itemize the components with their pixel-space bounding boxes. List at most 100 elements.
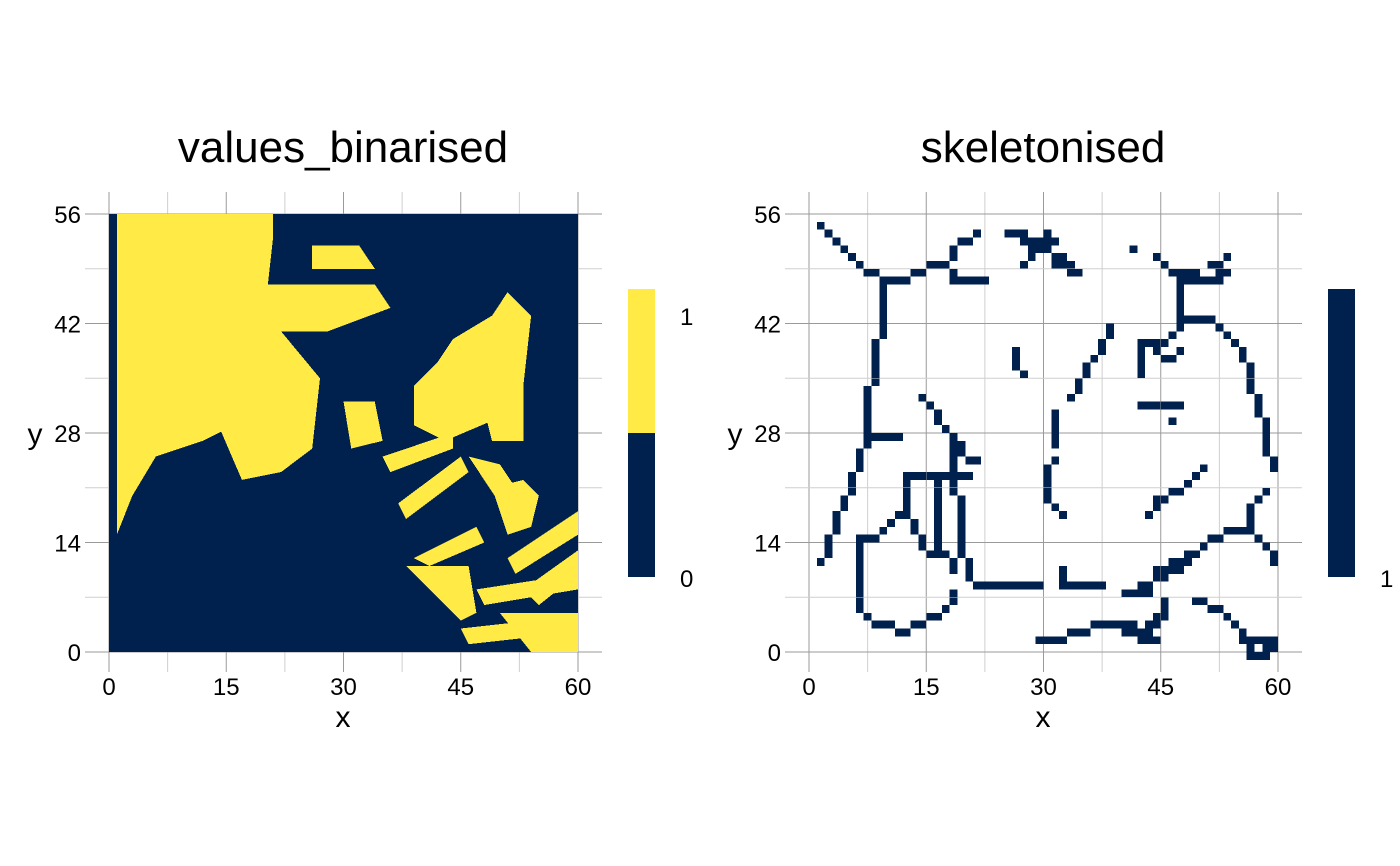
right-skeleton-pixel xyxy=(871,347,880,355)
right-skeleton-pixel xyxy=(879,526,888,535)
right-skeleton-pixel xyxy=(1145,581,1153,590)
right-skeleton-pixel xyxy=(941,260,950,269)
right-skeleton-pixel xyxy=(918,393,927,402)
right-skeleton-pixel xyxy=(1113,620,1122,629)
right-skeleton-pixel xyxy=(918,620,927,629)
left-raster-region xyxy=(343,401,383,449)
right-skeleton-pixel xyxy=(1184,315,1193,324)
right-skeleton-pixel xyxy=(855,542,864,551)
right-skeleton-pixel xyxy=(965,566,974,574)
right-skeleton-pixel xyxy=(949,487,958,496)
right-skeleton-pixel xyxy=(840,503,849,512)
right-skeleton-pixel xyxy=(1270,464,1279,473)
right-skeleton-pixel xyxy=(1137,339,1146,347)
right-skeleton-pixel xyxy=(1246,519,1255,527)
right-skeleton-pixel xyxy=(1270,550,1279,559)
right-skeleton-pixel xyxy=(1145,620,1153,629)
right-skeleton-pixel xyxy=(965,456,974,465)
right-skeleton-pixel xyxy=(1059,573,1067,582)
right-y-tick-label: 14 xyxy=(754,531,781,558)
right-skeleton-pixel xyxy=(910,472,919,480)
right-legend-label-1: 1 xyxy=(1380,566,1393,593)
right-y-tick-label: 56 xyxy=(754,202,781,229)
right-skeleton-pixel xyxy=(1238,354,1247,363)
right-skeleton-pixel xyxy=(1160,573,1169,582)
right-skeleton-pixel xyxy=(1254,534,1263,543)
right-skeleton-pixel xyxy=(1137,636,1146,645)
right-skeleton-pixel xyxy=(957,519,966,527)
right-skeleton-pixel xyxy=(863,393,872,402)
right-skeleton-pixel xyxy=(918,268,927,277)
right-skeleton-pixel xyxy=(965,276,974,285)
left-raster-region xyxy=(195,253,250,308)
right-skeleton-pixel xyxy=(1215,323,1224,332)
right-skeleton-pixel xyxy=(941,605,950,613)
right-skeleton-pixel xyxy=(1152,401,1161,410)
right-skeleton-pixel xyxy=(1129,589,1138,598)
right-skeleton-pixel xyxy=(1074,628,1083,637)
left-x-label: x xyxy=(336,701,351,734)
left-raster-region xyxy=(413,526,485,566)
right-skeleton-pixel xyxy=(1145,636,1153,645)
right-skeleton-pixel xyxy=(1137,589,1146,598)
right-skeleton-pixel xyxy=(1238,636,1247,645)
right-skeleton-pixel xyxy=(855,597,864,606)
right-skeleton-pixel xyxy=(1137,581,1146,590)
right-skeleton-pixel xyxy=(957,237,966,246)
right-skeleton-pixel xyxy=(1160,260,1169,269)
right-x-label: x xyxy=(1036,701,1051,734)
right-skeleton-pixel xyxy=(1035,245,1044,254)
right-skeleton-pixel xyxy=(871,378,880,387)
right-skeleton-pixel xyxy=(1152,612,1161,621)
right-skeleton-pixel xyxy=(1246,644,1255,653)
right-skeleton-pixel xyxy=(1106,331,1114,340)
right-skeleton-pixel xyxy=(1199,276,1208,285)
right-skeleton-pixel xyxy=(949,589,958,598)
right-skeleton-pixel xyxy=(1184,268,1193,277)
right-skeleton-pixel xyxy=(1223,268,1232,277)
right-skeleton-pixel xyxy=(934,495,942,504)
right-skeleton-pixel xyxy=(1152,620,1161,629)
right-skeleton-pixel xyxy=(1168,401,1177,410)
left-x-tick-label: 45 xyxy=(447,674,474,701)
left-x-ticks: 0 15 30 45 60 xyxy=(102,674,591,701)
right-skeleton-pixel xyxy=(926,401,935,410)
right-skeleton-pixel xyxy=(1145,511,1153,520)
right-skeleton-pixel xyxy=(848,472,856,480)
left-raster-region xyxy=(476,378,524,441)
left-raster-region xyxy=(476,573,578,606)
right-skeleton-pixel xyxy=(879,292,888,301)
right-skeleton-pixel xyxy=(1176,566,1185,574)
right-skeleton-pixel xyxy=(949,448,958,457)
right-skeleton-pixel xyxy=(832,237,841,246)
right-skeleton-pixel xyxy=(1207,276,1216,285)
right-skeleton-pixel xyxy=(988,581,997,590)
right-skeleton-pixel xyxy=(1238,628,1247,637)
right-skeleton-pixel xyxy=(934,519,942,527)
right-skeleton-pixel xyxy=(1020,237,1028,246)
right-skeleton-pixel xyxy=(918,534,927,543)
right-skeleton-pixel xyxy=(1270,558,1279,566)
left-y-tick-label: 0 xyxy=(68,640,81,667)
right-skeleton-pixel xyxy=(1262,433,1271,441)
right-skeleton-pixel xyxy=(1106,620,1114,629)
right-skeleton-pixel xyxy=(973,456,981,465)
right-skeleton-pixel xyxy=(1035,636,1044,645)
right-skeleton-pixel xyxy=(1043,479,1052,488)
right-y-tick-label: 28 xyxy=(754,421,781,448)
right-skeleton-pixel xyxy=(1152,566,1161,574)
right-skeleton-pixel xyxy=(1262,440,1271,449)
right-skeleton-pixel xyxy=(1262,417,1271,426)
left-y-ticks: 0 14 28 42 56 xyxy=(54,202,81,667)
right-skeleton-pixel xyxy=(1199,464,1208,473)
right-skeleton-pixel xyxy=(887,620,896,629)
right-skeleton-pixel xyxy=(1160,612,1169,621)
left-legend-label-0: 0 xyxy=(680,566,693,593)
right-skeleton-pixel xyxy=(1012,354,1021,363)
right-skeleton-pixel xyxy=(1254,636,1263,645)
right-skeleton-pixel xyxy=(1199,597,1208,606)
right-skeleton-pixel xyxy=(863,386,872,394)
left-raster-region xyxy=(312,245,375,269)
left-y-tick-label: 56 xyxy=(54,202,81,229)
right-skeleton-pixel xyxy=(1176,347,1185,355)
